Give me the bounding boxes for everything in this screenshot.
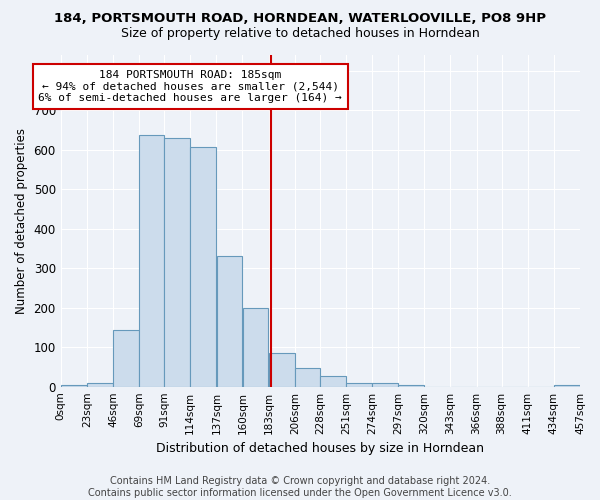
Bar <box>373 382 398 386</box>
Bar <box>269 353 295 386</box>
Bar <box>113 330 139 386</box>
Text: Size of property relative to detached houses in Horndean: Size of property relative to detached ho… <box>121 28 479 40</box>
Bar <box>164 138 190 386</box>
Bar <box>295 368 320 386</box>
Bar <box>243 308 268 386</box>
Bar <box>217 256 242 386</box>
Bar <box>346 382 372 386</box>
Bar <box>87 382 113 386</box>
Bar <box>139 135 164 386</box>
Bar <box>554 384 580 386</box>
Bar <box>320 376 346 386</box>
Y-axis label: Number of detached properties: Number of detached properties <box>15 128 28 314</box>
Bar <box>190 146 216 386</box>
Text: 184 PORTSMOUTH ROAD: 185sqm
← 94% of detached houses are smaller (2,544)
6% of s: 184 PORTSMOUTH ROAD: 185sqm ← 94% of det… <box>38 70 342 103</box>
Text: 184, PORTSMOUTH ROAD, HORNDEAN, WATERLOOVILLE, PO8 9HP: 184, PORTSMOUTH ROAD, HORNDEAN, WATERLOO… <box>54 12 546 26</box>
Text: Contains HM Land Registry data © Crown copyright and database right 2024.
Contai: Contains HM Land Registry data © Crown c… <box>88 476 512 498</box>
Bar <box>61 384 86 386</box>
Bar <box>398 384 424 386</box>
X-axis label: Distribution of detached houses by size in Horndean: Distribution of detached houses by size … <box>157 442 484 455</box>
